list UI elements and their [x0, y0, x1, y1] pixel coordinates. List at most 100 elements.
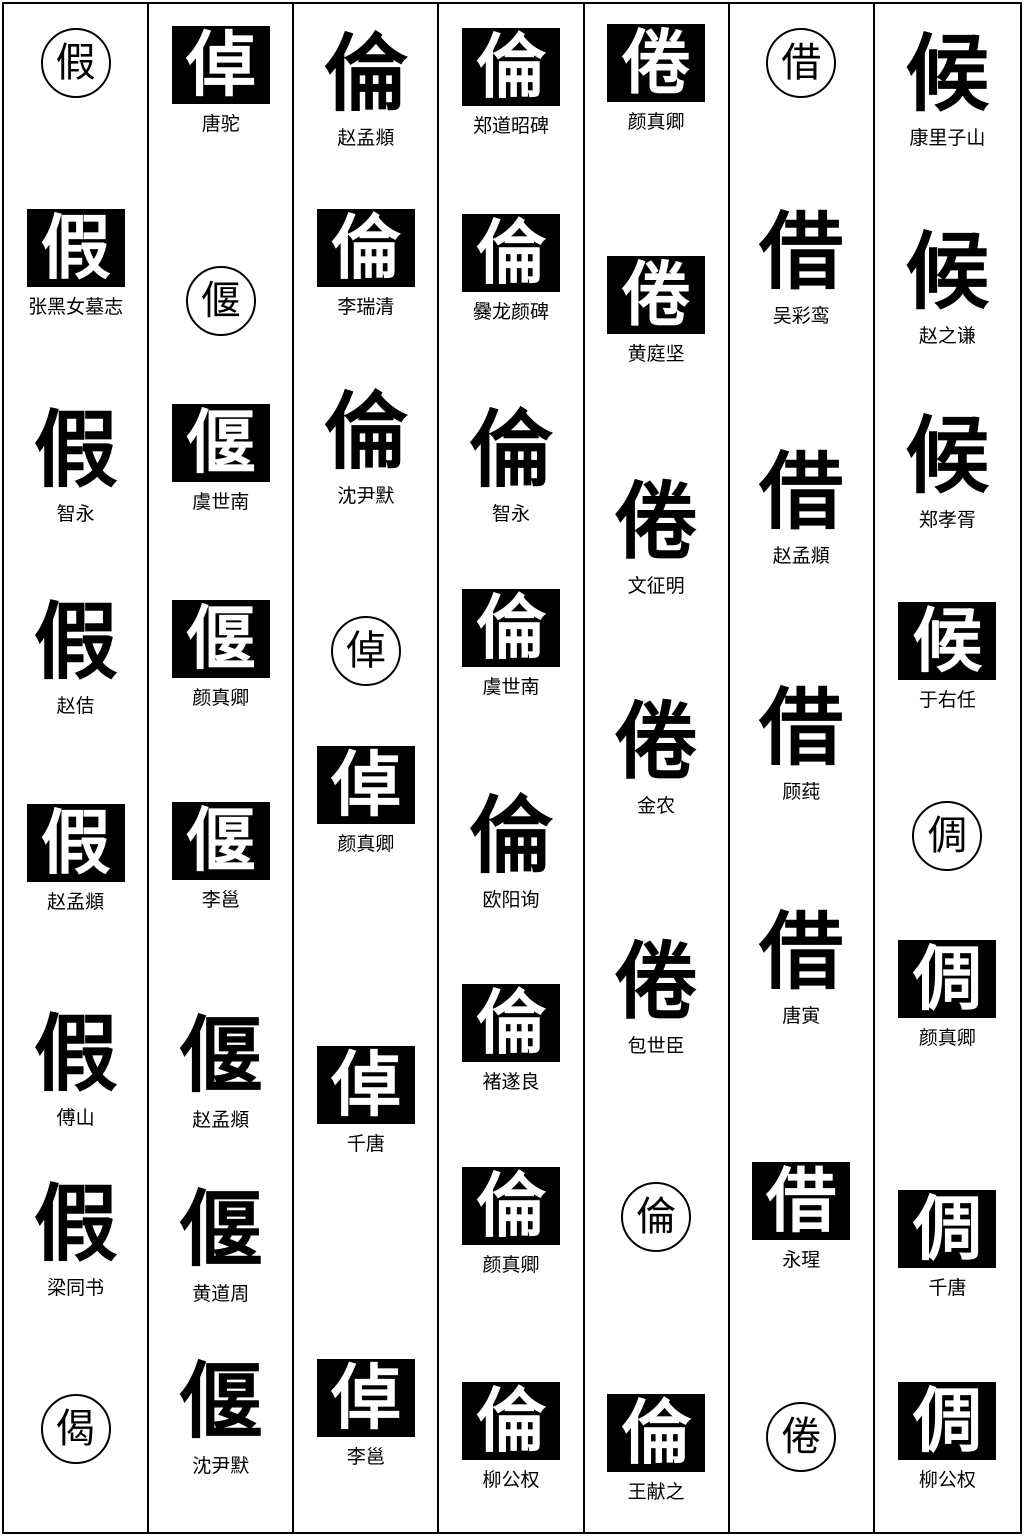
- section-header-circle: 偃: [149, 266, 292, 336]
- calligraphy-sample: 偃颜真卿: [149, 600, 292, 710]
- calligraphy-glyph: 倫: [323, 24, 408, 123]
- calligrapher-name: 梁同书: [47, 1277, 105, 1299]
- column-4: 倫郑道昭碑倫爨龙颜碑倫智永倫虞世南倫欧阳询倫褚遂良倫颜真卿倫柳公权: [439, 4, 585, 1532]
- calligraphy-sample: 倫颜真卿: [439, 1167, 582, 1277]
- section-header-circle: 借: [730, 28, 873, 98]
- calligraphy-sample: 倬颜真卿: [294, 746, 437, 856]
- calligrapher-name: 唐寅: [782, 1005, 821, 1027]
- calligraphy-sample: 倜千唐: [875, 1190, 1020, 1300]
- calligrapher-name: 唐驼: [201, 113, 240, 135]
- calligraphy-sample: 倜柳公权: [875, 1382, 1020, 1492]
- calligraphy-sample: 借赵孟頫: [730, 444, 873, 568]
- calligrapher-name: 褚遂良: [482, 1071, 540, 1093]
- calligraphy-glyph: 借: [752, 1162, 851, 1240]
- calligraphy-glyph: 倦: [614, 472, 699, 571]
- calligraphy-sample: 倦颜真卿: [585, 24, 728, 134]
- calligraphy-glyph: 假: [26, 804, 125, 882]
- calligraphy-glyph: 倦: [614, 932, 699, 1031]
- calligrapher-name: 赵佶: [56, 695, 95, 717]
- calligraphy-glyph: 倫: [316, 209, 415, 287]
- calligraphy-glyph: 候: [898, 602, 997, 680]
- calligrapher-name: 爨龙颜碑: [472, 301, 549, 323]
- section-character: 倦: [766, 1402, 837, 1472]
- calligraphy-sample: 候赵之谦: [875, 224, 1020, 348]
- calligraphy-sample: 偃黄道周: [149, 1182, 292, 1306]
- calligrapher-name: 金农: [637, 795, 676, 817]
- calligraphy-glyph: 倬: [316, 746, 415, 824]
- calligraphy-glyph: 倦: [614, 692, 699, 791]
- calligrapher-name: 颜真卿: [192, 687, 250, 709]
- calligraphy-glyph: 倫: [461, 214, 560, 292]
- calligraphy-glyph: 倫: [461, 984, 560, 1062]
- calligraphy-sample: 假梁同书: [4, 1176, 147, 1300]
- calligraphy-sample: 倫褚遂良: [439, 984, 582, 1094]
- calligrapher-name: 智永: [56, 503, 95, 525]
- calligraphy-sample: 倬唐驼: [149, 26, 292, 136]
- calligraphy-glyph: 候: [905, 24, 990, 123]
- calligraphy-glyph: 倦: [607, 256, 706, 334]
- calligraphy-glyph: 偃: [178, 1180, 263, 1279]
- calligrapher-name: 包世臣: [627, 1035, 685, 1057]
- calligraphy-sample: 假赵孟頫: [4, 804, 147, 914]
- calligraphy-glyph: 偃: [178, 1006, 263, 1105]
- calligrapher-name: 智永: [491, 503, 530, 525]
- calligrapher-name: 千唐: [346, 1133, 385, 1155]
- column-6: 借借吴彩鸾借赵孟頫借顾莼借唐寅借永瑆倦: [730, 4, 875, 1532]
- calligrapher-name: 黄庭坚: [627, 343, 685, 365]
- column-7: 候康里子山候赵之谦候郑孝胥候于右任倜倜颜真卿倜千唐倜柳公权: [875, 4, 1020, 1532]
- calligraphy-glyph: 借: [759, 202, 844, 301]
- section-character: 倜: [912, 801, 983, 871]
- calligraphy-glyph: 偃: [178, 1352, 263, 1451]
- calligraphy-sample: 借永瑆: [730, 1162, 873, 1272]
- calligraphy-sample: 倬千唐: [294, 1046, 437, 1156]
- calligraphy-glyph: 假: [33, 1174, 118, 1273]
- section-character: 假: [40, 28, 111, 98]
- calligraphy-glyph: 假: [26, 209, 125, 287]
- calligraphy-glyph: 候: [905, 406, 990, 505]
- calligraphy-sample: 倫李瑞清: [294, 209, 437, 319]
- calligraphy-glyph: 倫: [607, 1394, 706, 1472]
- calligraphy-sample: 偃赵孟頫: [149, 1008, 292, 1132]
- calligraphy-sample: 倦金农: [585, 694, 728, 818]
- calligraphy-glyph: 假: [33, 1004, 118, 1103]
- calligrapher-name: 康里子山: [909, 127, 986, 149]
- calligraphy-glyph: 假: [33, 592, 118, 691]
- calligraphy-sample: 候于右任: [875, 602, 1020, 712]
- calligraphy-glyph: 倜: [898, 940, 997, 1018]
- calligraphy-sample: 偃沈尹默: [149, 1354, 292, 1478]
- calligraphy-sample: 假赵佶: [4, 594, 147, 718]
- section-header-circle: 倜: [875, 801, 1020, 871]
- calligraphy-sample: 借唐寅: [730, 904, 873, 1028]
- calligraphy-sample: 倬李邕: [294, 1359, 437, 1469]
- calligraphy-sample: 候郑孝胥: [875, 408, 1020, 532]
- calligraphy-sample: 倫欧阳询: [439, 788, 582, 912]
- calligraphy-sample: 倦黄庭坚: [585, 256, 728, 366]
- section-header-circle: 倫: [585, 1182, 728, 1252]
- section-header-circle: 偈: [4, 1394, 147, 1464]
- calligrapher-name: 沈尹默: [337, 485, 395, 507]
- calligrapher-name: 颜真卿: [482, 1254, 540, 1276]
- column-5: 倦颜真卿倦黄庭坚倦文征明倦金农倦包世臣倫倫王献之: [585, 4, 730, 1532]
- calligraphy-sample: 倫王献之: [585, 1394, 728, 1504]
- section-header-circle: 倬: [294, 616, 437, 686]
- calligrapher-name: 文征明: [627, 575, 685, 597]
- calligrapher-name: 郑孝胥: [918, 509, 976, 531]
- calligrapher-name: 郑道昭碑: [472, 115, 549, 137]
- calligrapher-name: 赵孟頫: [47, 891, 105, 913]
- calligraphy-sample: 偃李邕: [149, 802, 292, 912]
- calligrapher-name: 傅山: [56, 1107, 95, 1129]
- calligrapher-name: 千唐: [928, 1277, 967, 1299]
- calligraphy-sample: 倫郑道昭碑: [439, 28, 582, 138]
- calligrapher-name: 张黑女墓志: [28, 296, 124, 318]
- calligraphy-glyph: 偃: [171, 600, 270, 678]
- calligraphy-glyph: 倬: [316, 1359, 415, 1437]
- calligrapher-name: 虞世南: [192, 491, 250, 513]
- calligraphy-glyph: 偃: [171, 802, 270, 880]
- calligraphy-sample: 假傅山: [4, 1006, 147, 1130]
- calligraphy-sample: 借吴彩鸾: [730, 204, 873, 328]
- section-character: 偈: [40, 1394, 111, 1464]
- calligrapher-name: 赵孟頫: [772, 545, 830, 567]
- calligraphy-glyph: 倬: [316, 1046, 415, 1124]
- calligrapher-name: 赵孟頫: [192, 1109, 250, 1131]
